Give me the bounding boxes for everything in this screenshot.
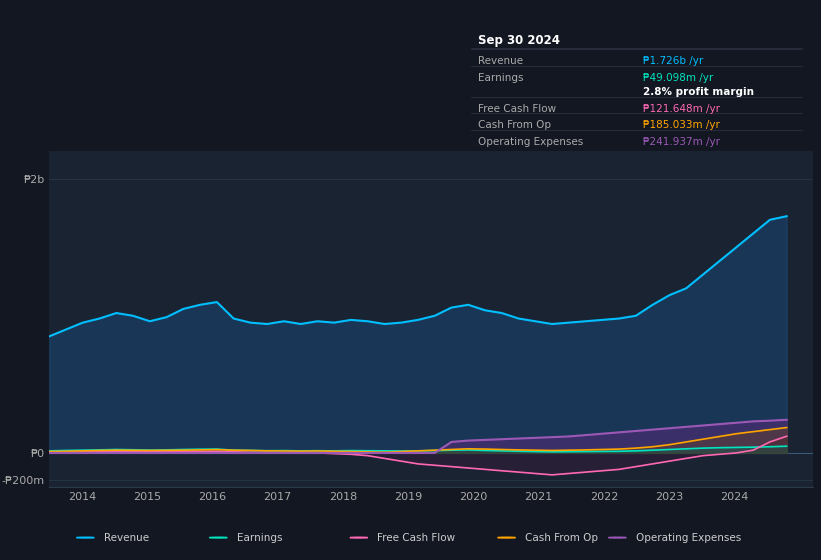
- Text: 2.8% profit margin: 2.8% profit margin: [643, 87, 754, 97]
- Circle shape: [76, 537, 94, 538]
- Text: Free Cash Flow: Free Cash Flow: [378, 533, 456, 543]
- Text: ₱241.937m /yr: ₱241.937m /yr: [643, 137, 720, 147]
- Text: ₱49.098m /yr: ₱49.098m /yr: [643, 73, 713, 83]
- Circle shape: [498, 537, 516, 538]
- Text: ₱185.033m /yr: ₱185.033m /yr: [643, 120, 720, 130]
- Text: Revenue: Revenue: [478, 56, 523, 66]
- Text: Operating Expenses: Operating Expenses: [636, 533, 741, 543]
- Text: Operating Expenses: Operating Expenses: [478, 137, 583, 147]
- Text: Earnings: Earnings: [478, 73, 523, 83]
- Circle shape: [350, 537, 368, 538]
- Text: Earnings: Earnings: [237, 533, 282, 543]
- Text: ₱121.648m /yr: ₱121.648m /yr: [643, 104, 720, 114]
- Text: Free Cash Flow: Free Cash Flow: [478, 104, 556, 114]
- Text: ₱1.726b /yr: ₱1.726b /yr: [643, 56, 704, 66]
- Text: Cash From Op: Cash From Op: [478, 120, 551, 130]
- Text: Revenue: Revenue: [103, 533, 149, 543]
- Circle shape: [608, 537, 626, 538]
- Text: Cash From Op: Cash From Op: [525, 533, 598, 543]
- Circle shape: [209, 537, 227, 538]
- Text: Sep 30 2024: Sep 30 2024: [478, 34, 560, 46]
